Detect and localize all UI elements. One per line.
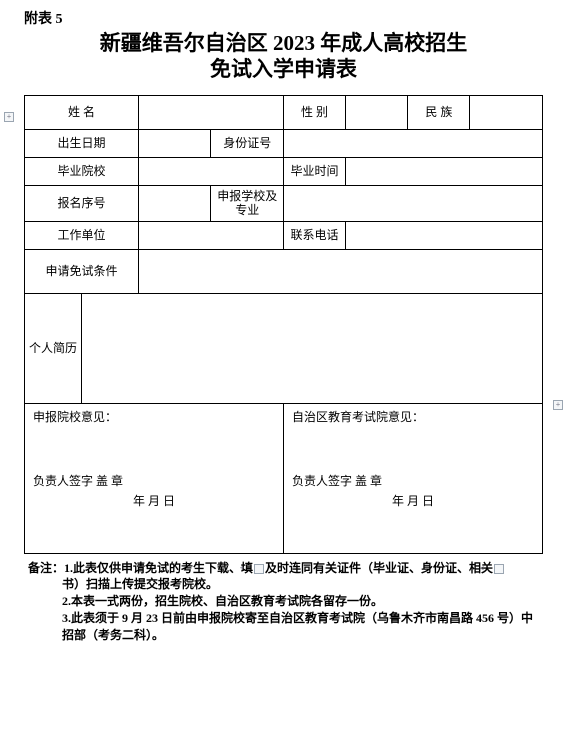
field-reg-no [138,185,211,221]
label-birth: 出生日期 [25,129,139,157]
title-line-1: 新疆维吾尔自治区 2023 年成人高校招生 [24,30,543,56]
label-contact: 联系电话 [283,221,345,249]
note-1a: 1.此表仅供申请免试的考生下载、填 [64,561,253,575]
label-reg-no: 报名序号 [25,185,139,221]
table-row: 报名序号 申报学校及专业 [25,185,543,221]
label-name: 姓 名 [25,95,139,129]
label-grad-school: 毕业院校 [25,157,139,185]
label-ethnicity: 民 族 [408,95,470,129]
label-idno: 身份证号 [211,129,284,157]
table-row: 毕业院校 毕业时间 [25,157,543,185]
label-exam-opinion: 自治区教育考试院意见： [292,410,534,424]
label-resume: 个人简历 [25,293,82,403]
field-exam-opinion: 自治区教育考试院意见： 负责人签字 盖 章 年 月 日 [283,403,542,553]
label-apply-school-major: 申报学校及专业 [211,185,284,221]
field-contact [346,221,543,249]
field-work-unit [138,221,283,249]
label-date-2: 年 月 日 [292,494,534,508]
notes-block: 备注：1.此表仅供申请免试的考生下载、填+及时连同有关证件（毕业证、身份证、相关… [58,560,543,644]
note-1c: 书）扫描上传提交报考院校。 [62,577,218,591]
label-grad-time: 毕业时间 [283,157,345,185]
table-row: 申请免试条件 [25,249,543,293]
label-school-opinion: 申报院校意见： [33,410,275,424]
table-row: 申报院校意见： 负责人签字 盖 章 年 月 日 自治区教育考试院意见： 负责人签… [25,403,543,553]
table-row: 个人简历 [25,293,543,403]
field-grad-time [346,157,543,185]
label-work-unit: 工作单位 [25,221,139,249]
field-grad-school [138,157,283,185]
note-1b: 及时连同有关证件（毕业证、身份证、相关 [265,561,493,575]
form-title: 新疆维吾尔自治区 2023 年成人高校招生 免试入学申请表 [24,30,543,83]
notes-prefix: 备注： [28,561,64,575]
resize-handle-inline-2[interactable]: < [494,564,504,574]
field-birth [138,129,211,157]
label-sign-seal-1: 负责人签字 盖 章 [33,474,275,488]
application-form-table: 姓 名 性 别 民 族 出生日期 身份证号 毕业院校 毕业时间 报名序号 申报学… [24,95,543,554]
field-apply-school-major [283,185,542,221]
field-apply-condition [138,249,542,293]
label-sign-seal-2: 负责人签字 盖 章 [292,474,534,488]
field-resume [81,293,542,403]
attachment-label: 附表 5 [24,8,543,28]
table-row: 姓 名 性 别 民 族 [25,95,543,129]
resize-handle-inline[interactable]: + [254,564,264,574]
field-name [138,95,283,129]
field-school-opinion: 申报院校意见： 负责人签字 盖 章 年 月 日 [25,403,284,553]
field-ethnicity [470,95,543,129]
note-3: 3.此表须于 9 月 23 日前由申报院校寄至自治区教育考试院（乌鲁木齐市南昌路… [62,611,533,642]
resize-handle-right[interactable]: + [553,400,563,410]
field-gender [346,95,408,129]
field-idno [283,129,542,157]
table-row: 出生日期 身份证号 [25,129,543,157]
label-date-1: 年 月 日 [33,494,275,508]
note-2: 2.本表一式两份，招生院校、自治区教育考试院各留存一份。 [62,594,383,608]
table-row: 工作单位 联系电话 [25,221,543,249]
label-gender: 性 别 [283,95,345,129]
title-line-2: 免试入学申请表 [24,56,543,82]
resize-handle-left[interactable]: + [4,112,14,122]
label-apply-condition: 申请免试条件 [25,249,139,293]
